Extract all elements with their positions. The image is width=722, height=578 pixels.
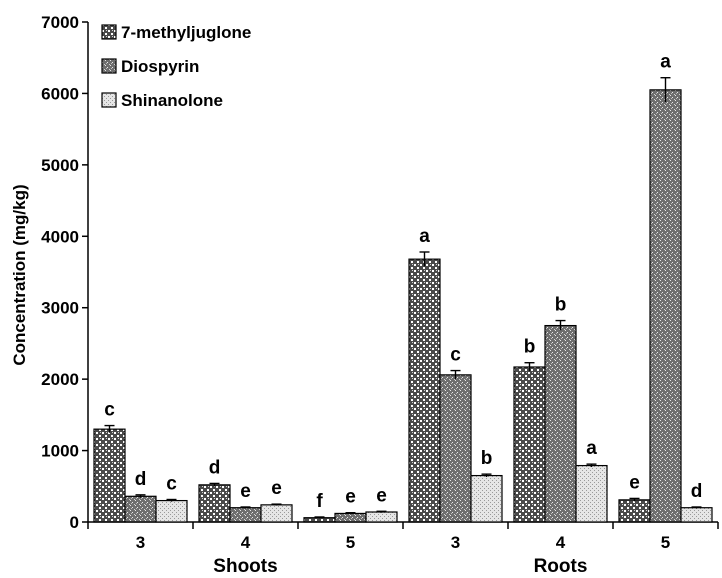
data-label: e — [345, 487, 356, 508]
data-label: a — [660, 52, 671, 73]
y-tick-label: 6000 — [41, 84, 79, 103]
data-label: d — [135, 469, 147, 490]
data-label: e — [376, 485, 387, 506]
x-tick-label: 5 — [346, 533, 355, 552]
legend-label: 7-methyljuglone — [121, 23, 251, 42]
data-label: c — [450, 345, 461, 366]
bar — [260, 504, 293, 523]
x-tick-label: 3 — [136, 533, 145, 552]
x-tick-label: 4 — [556, 533, 566, 552]
x-axis: 3 4 5 3 4 5 Shoots Roots — [87, 521, 719, 577]
data-label: a — [419, 226, 430, 247]
bar — [544, 324, 577, 523]
y-tick-label: 0 — [70, 513, 79, 532]
data-label: f — [316, 491, 323, 512]
x-tick-label: 3 — [451, 533, 460, 552]
data-label: b — [481, 448, 493, 469]
legend-label: Diospyrin — [121, 57, 199, 76]
x-group-label: Roots — [534, 556, 588, 577]
bar — [649, 89, 682, 523]
legend-swatch — [101, 92, 117, 108]
bar — [229, 507, 262, 523]
bar — [513, 366, 546, 523]
data-label: b — [524, 337, 536, 358]
data-label: e — [271, 478, 282, 499]
y-axis-title: Concentration (mg/kg) — [10, 184, 29, 365]
y-axis: 0 1000 2000 3000 4000 5000 6000 7000 — [41, 13, 89, 532]
data-label: e — [629, 472, 640, 493]
x-tick-label: 5 — [661, 533, 670, 552]
y-tick-label: 3000 — [41, 299, 79, 318]
data-label: d — [209, 457, 221, 478]
bar — [680, 507, 713, 523]
data-label: b — [555, 295, 567, 316]
bar — [155, 499, 188, 523]
bar — [439, 374, 472, 523]
y-tick-label: 7000 — [41, 13, 79, 32]
bar — [575, 464, 608, 523]
legend-swatch — [101, 24, 117, 40]
y-tick-label: 2000 — [41, 370, 79, 389]
bar — [408, 258, 441, 523]
y-tick-label: 4000 — [41, 227, 79, 246]
bar — [470, 474, 503, 523]
bar — [124, 495, 157, 523]
y-tick-label: 1000 — [41, 442, 79, 461]
legend-swatch — [101, 58, 117, 74]
bar — [618, 499, 651, 523]
x-group-label: Shoots — [213, 556, 277, 577]
bar — [365, 511, 398, 523]
data-label: d — [691, 481, 703, 502]
legend: 7-methyljuglone Diospyrin Shinanolone — [101, 23, 251, 110]
bar — [198, 484, 231, 523]
data-label: c — [104, 400, 115, 421]
bar — [93, 428, 126, 523]
x-tick-label: 4 — [241, 533, 251, 552]
y-tick-label: 5000 — [41, 156, 79, 175]
bar — [334, 512, 367, 523]
data-label: e — [240, 481, 251, 502]
legend-label: Shinanolone — [121, 91, 223, 110]
data-label: a — [586, 438, 597, 459]
data-label: c — [166, 474, 177, 495]
